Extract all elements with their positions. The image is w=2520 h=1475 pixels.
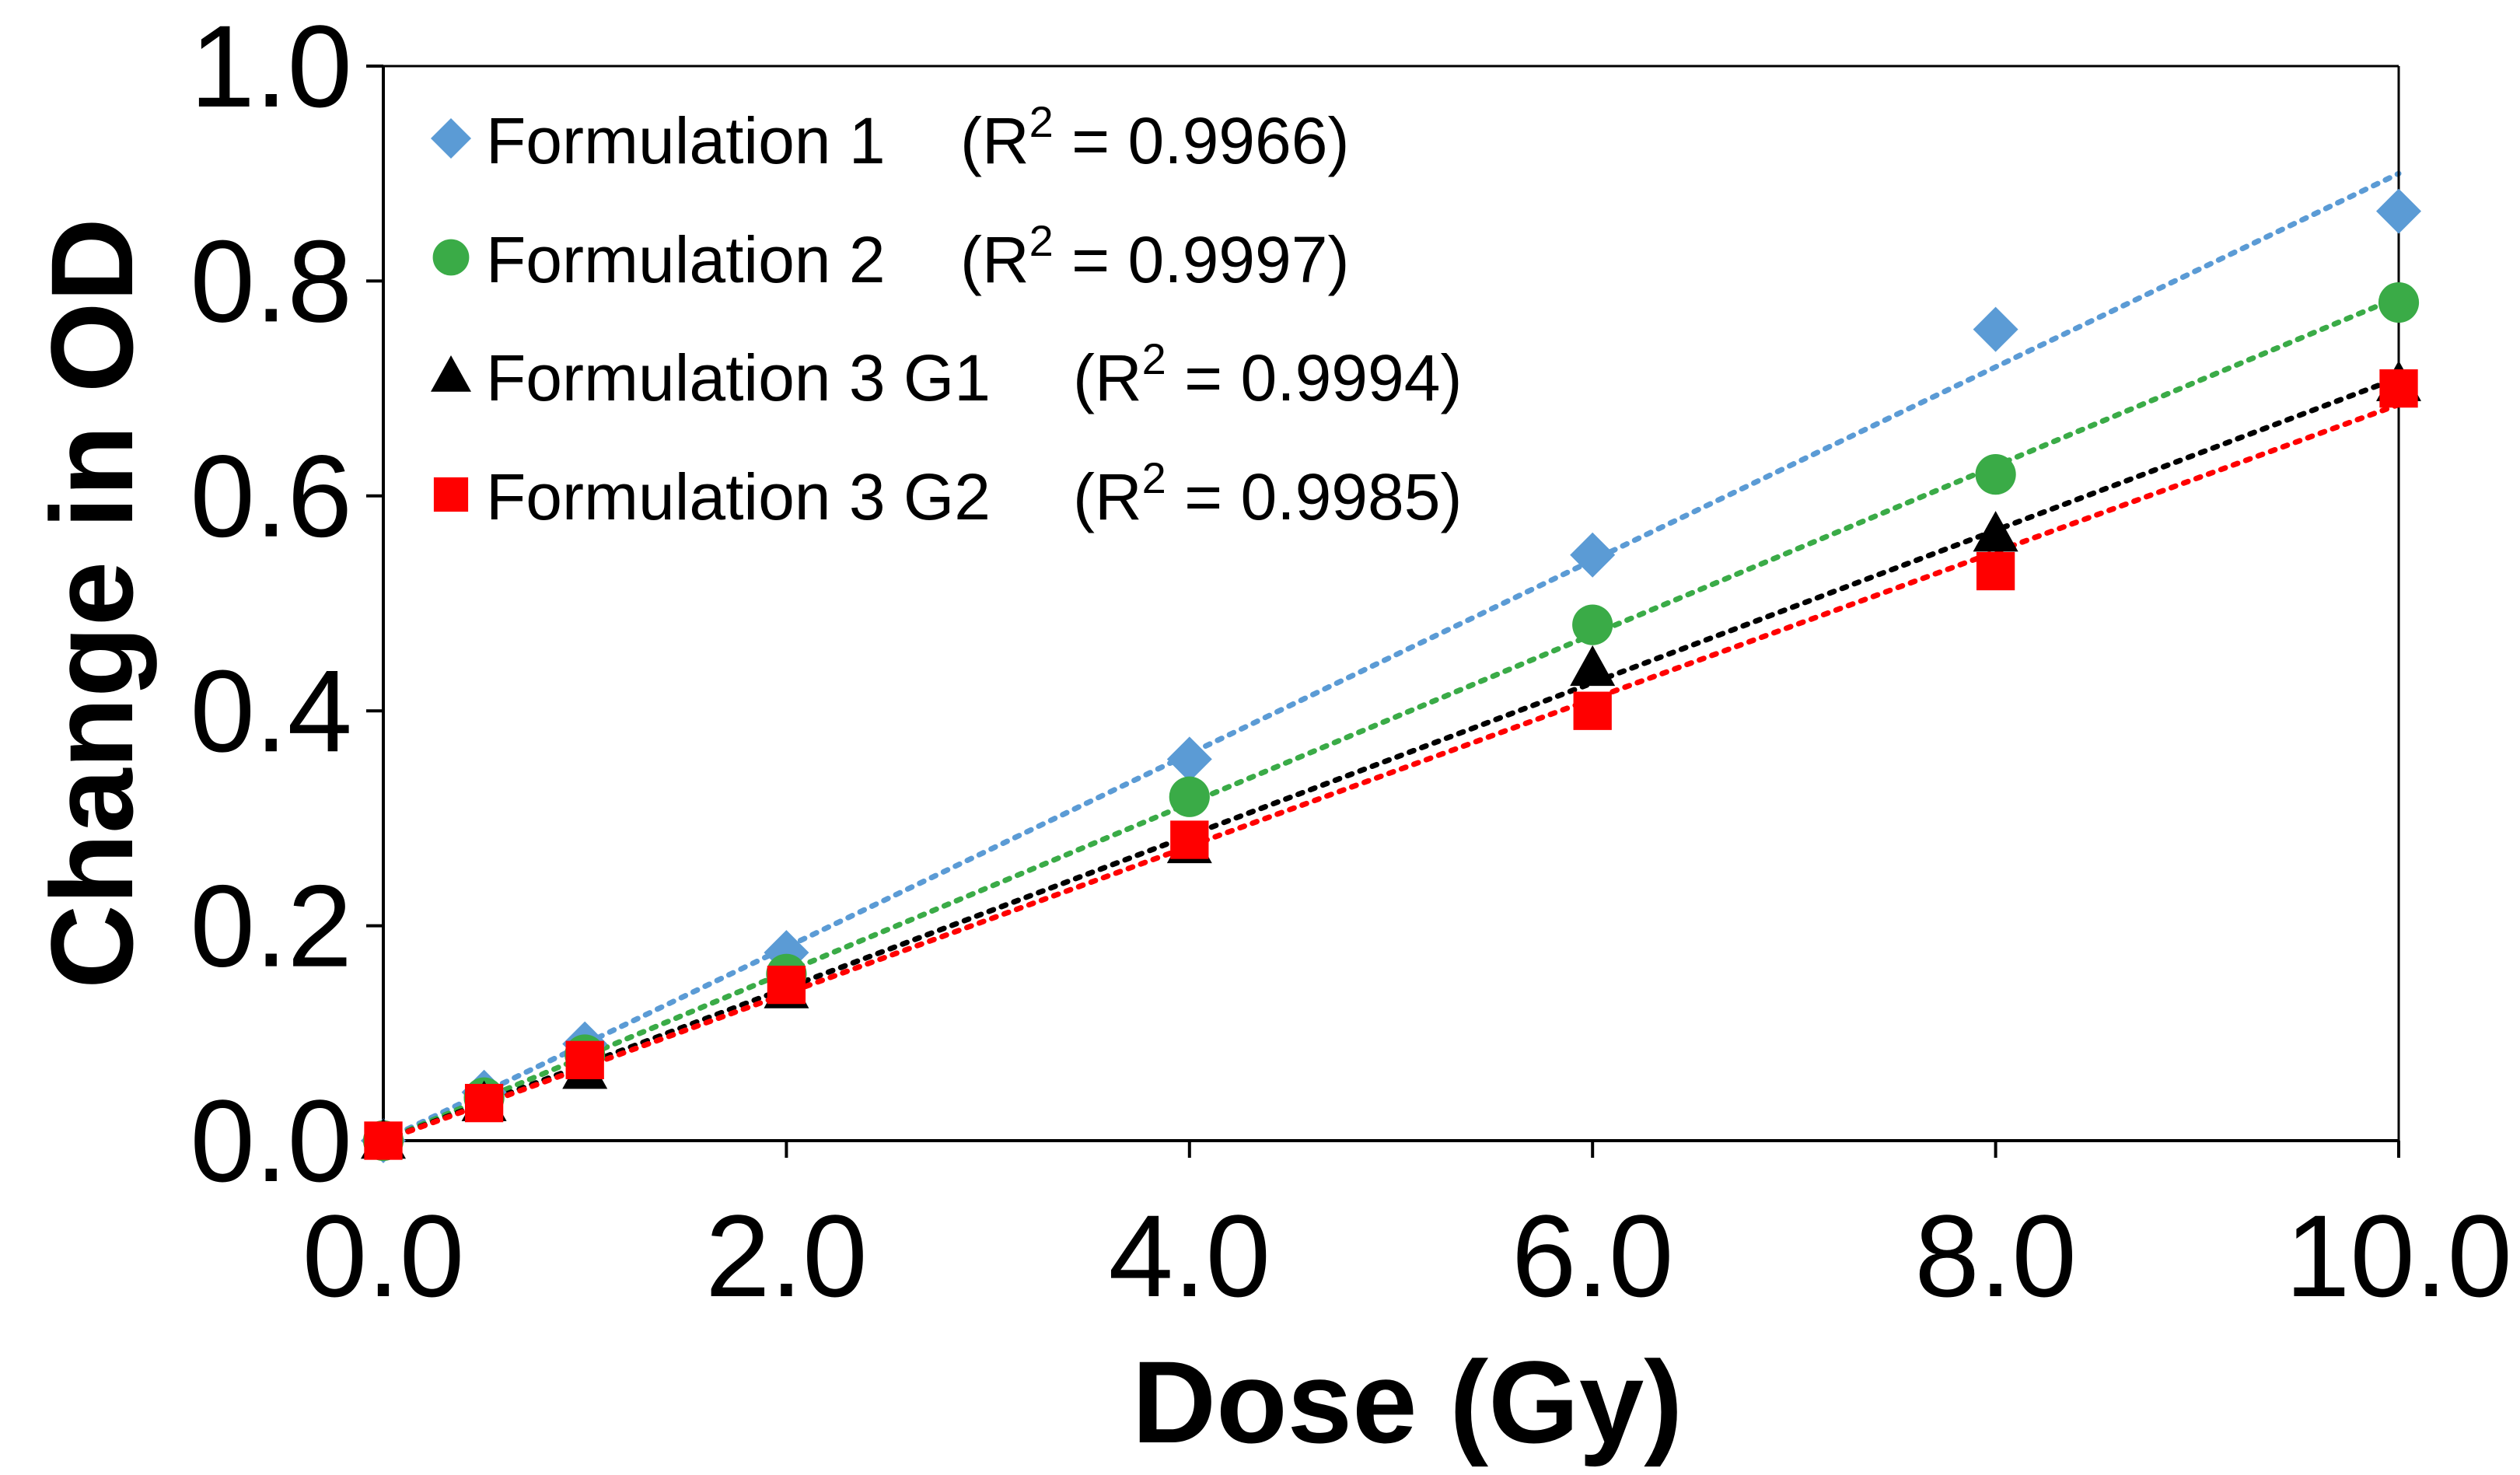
ticks: 0.0 2.0 4.0 6.0 8.0 10.0 0.0 0.2 0.4 0.6 0.8 1.0: [190, 1, 2512, 1321]
legend-r2-superscript: 2: [1142, 453, 1166, 502]
data-point-formulation-3-g2: [464, 1083, 504, 1123]
data-point-formulation-3-g2: [767, 965, 806, 1005]
data-points: [361, 188, 2421, 1163]
trendline-formulation-3-g2: [380, 401, 2402, 1144]
trendline-formulation-1: [380, 170, 2402, 1144]
x-tick-label: 8.0: [1914, 1190, 2077, 1321]
data-point-formulation-1: [1166, 736, 1212, 782]
y-axis-title: Change in OD: [26, 218, 157, 989]
data-point-formulation-1: [1570, 532, 1616, 578]
axes: [382, 65, 2400, 1142]
y-tick-label: 0.0: [190, 1075, 352, 1206]
x-tick-label: 10.0: [2285, 1190, 2512, 1321]
data-point-formulation-3-g2: [2379, 369, 2418, 408]
legend-marker-formulation-1: [431, 118, 471, 159]
legend-series-name: Formulation 1: [486, 104, 886, 177]
legend-r2-value: = 0.9997): [1054, 223, 1350, 296]
legend-r2-value: = 0.9994): [1166, 341, 1463, 414]
legend-r2-superscript: 2: [1142, 334, 1166, 383]
x-tick-label: 2.0: [705, 1190, 868, 1321]
legend-item-formulation-1: Formulation 1 (R2 = 0.9966): [431, 97, 1349, 177]
data-point-formulation-2: [1169, 776, 1210, 817]
legend-item-formulation-3-g1: Formulation 3 G1 (R2 = 0.9994): [431, 334, 1462, 414]
legend-r2-superscript: 2: [1029, 97, 1054, 146]
data-point-formulation-3-g1: [1570, 645, 1616, 687]
data-point-formulation-3-g2: [565, 1040, 604, 1079]
data-point-formulation-2: [1572, 604, 1613, 645]
x-tick-label: 6.0: [1512, 1190, 1674, 1321]
data-point-formulation-2: [2378, 281, 2420, 323]
legend-r2-value: = 0.9985): [1166, 460, 1463, 533]
data-point-formulation-3-g2: [1170, 820, 1209, 859]
data-point-formulation-1: [2376, 188, 2421, 234]
legend-series-name: Formulation 3 G2: [486, 460, 991, 533]
x-axis-title: Dose (Gy): [1132, 1337, 1683, 1467]
data-point-formulation-3-g2: [1573, 691, 1612, 730]
trendline-formulation-2: [380, 294, 2402, 1144]
legend-marker-formulation-3-g1: [431, 355, 471, 392]
y-tick-label: 0.2: [190, 861, 352, 991]
data-point-formulation-3-g2: [364, 1121, 403, 1160]
legend-r2: (R2 = 0.9994): [1073, 334, 1462, 414]
x-tick-label: 0.0: [302, 1190, 465, 1321]
legend-r2-value: = 0.9966): [1054, 104, 1350, 177]
trendline-formulation-3-g1: [380, 375, 2402, 1144]
y-tick-label: 1.0: [190, 1, 352, 131]
data-point-formulation-3-g1: [1973, 511, 2018, 552]
y-tick-label: 0.4: [190, 645, 352, 776]
legend-item-formulation-3-g2: Formulation 3 G2 (R2 = 0.9985): [433, 453, 1462, 533]
legend-series-name: Formulation 3 G1: [486, 341, 991, 414]
trendline-layer: [380, 170, 2402, 1144]
data-point-formulation-1: [1973, 306, 2018, 352]
legend-item-formulation-2: Formulation 2 (R2 = 0.9997): [432, 216, 1349, 296]
data-point-formulation-2: [1975, 454, 2016, 495]
legend: Formulation 1 (R2 = 0.9966) Formulation 2 (…: [431, 97, 1462, 533]
y-tick-label: 0.6: [190, 431, 352, 561]
data-point-formulation-3-g2: [1976, 551, 2015, 591]
x-tick-label: 4.0: [1109, 1190, 1271, 1321]
legend-marker-formulation-3-g2: [433, 477, 469, 512]
legend-series-name: Formulation 2: [486, 223, 886, 296]
y-tick-label: 0.8: [190, 215, 352, 346]
legend-r2: (R2 = 0.9997): [960, 216, 1349, 296]
legend-r2-superscript: 2: [1029, 216, 1054, 265]
legend-r2: (R2 = 0.9985): [1073, 453, 1462, 533]
legend-marker-formulation-2: [432, 239, 470, 276]
legend-r2: (R2 = 0.9966): [960, 97, 1349, 177]
